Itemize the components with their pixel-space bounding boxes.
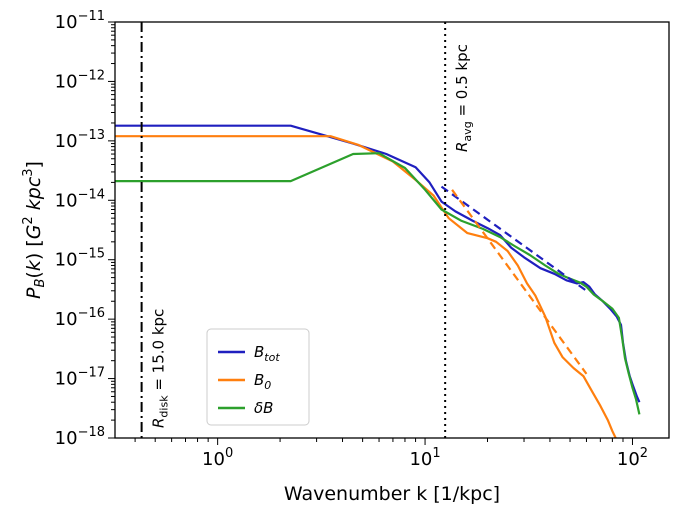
legend-label: B0 (254, 371, 271, 392)
y-tick-label: 10−13 (55, 128, 105, 152)
x-tick-label: 100 (202, 446, 233, 470)
y-tick-label: 10−16 (55, 306, 105, 330)
fit-line-1 (451, 189, 588, 375)
y-tick-label: 10−11 (55, 9, 105, 33)
y-tick-label: 10−14 (55, 187, 105, 211)
y-tick-label: 10−15 (55, 247, 105, 271)
x-tick-label: 102 (617, 446, 648, 470)
fit-line-0 (440, 185, 588, 292)
legend-label: Btot (254, 343, 280, 364)
x-tick-label: 101 (409, 446, 440, 470)
vline-label-1: Ravg = 0.5 kpc (453, 44, 474, 152)
legend: Btot B0 δB (206, 328, 310, 426)
x-axis-label: Wavenumber k [1/kpc] (284, 483, 500, 505)
vline-label-0: Rdisk = 15.0 kpc (150, 309, 171, 428)
y-tick-label: 10−12 (55, 68, 105, 92)
plot-frame (114, 21, 670, 439)
series-line-2 (115, 152, 641, 415)
legend-label: δB (254, 399, 273, 417)
y-tick-label: 10−18 (55, 425, 105, 449)
y-tick-label: 10−17 (55, 366, 105, 390)
y-axis-label: PB(k) [G2 kpc3] (21, 161, 48, 299)
